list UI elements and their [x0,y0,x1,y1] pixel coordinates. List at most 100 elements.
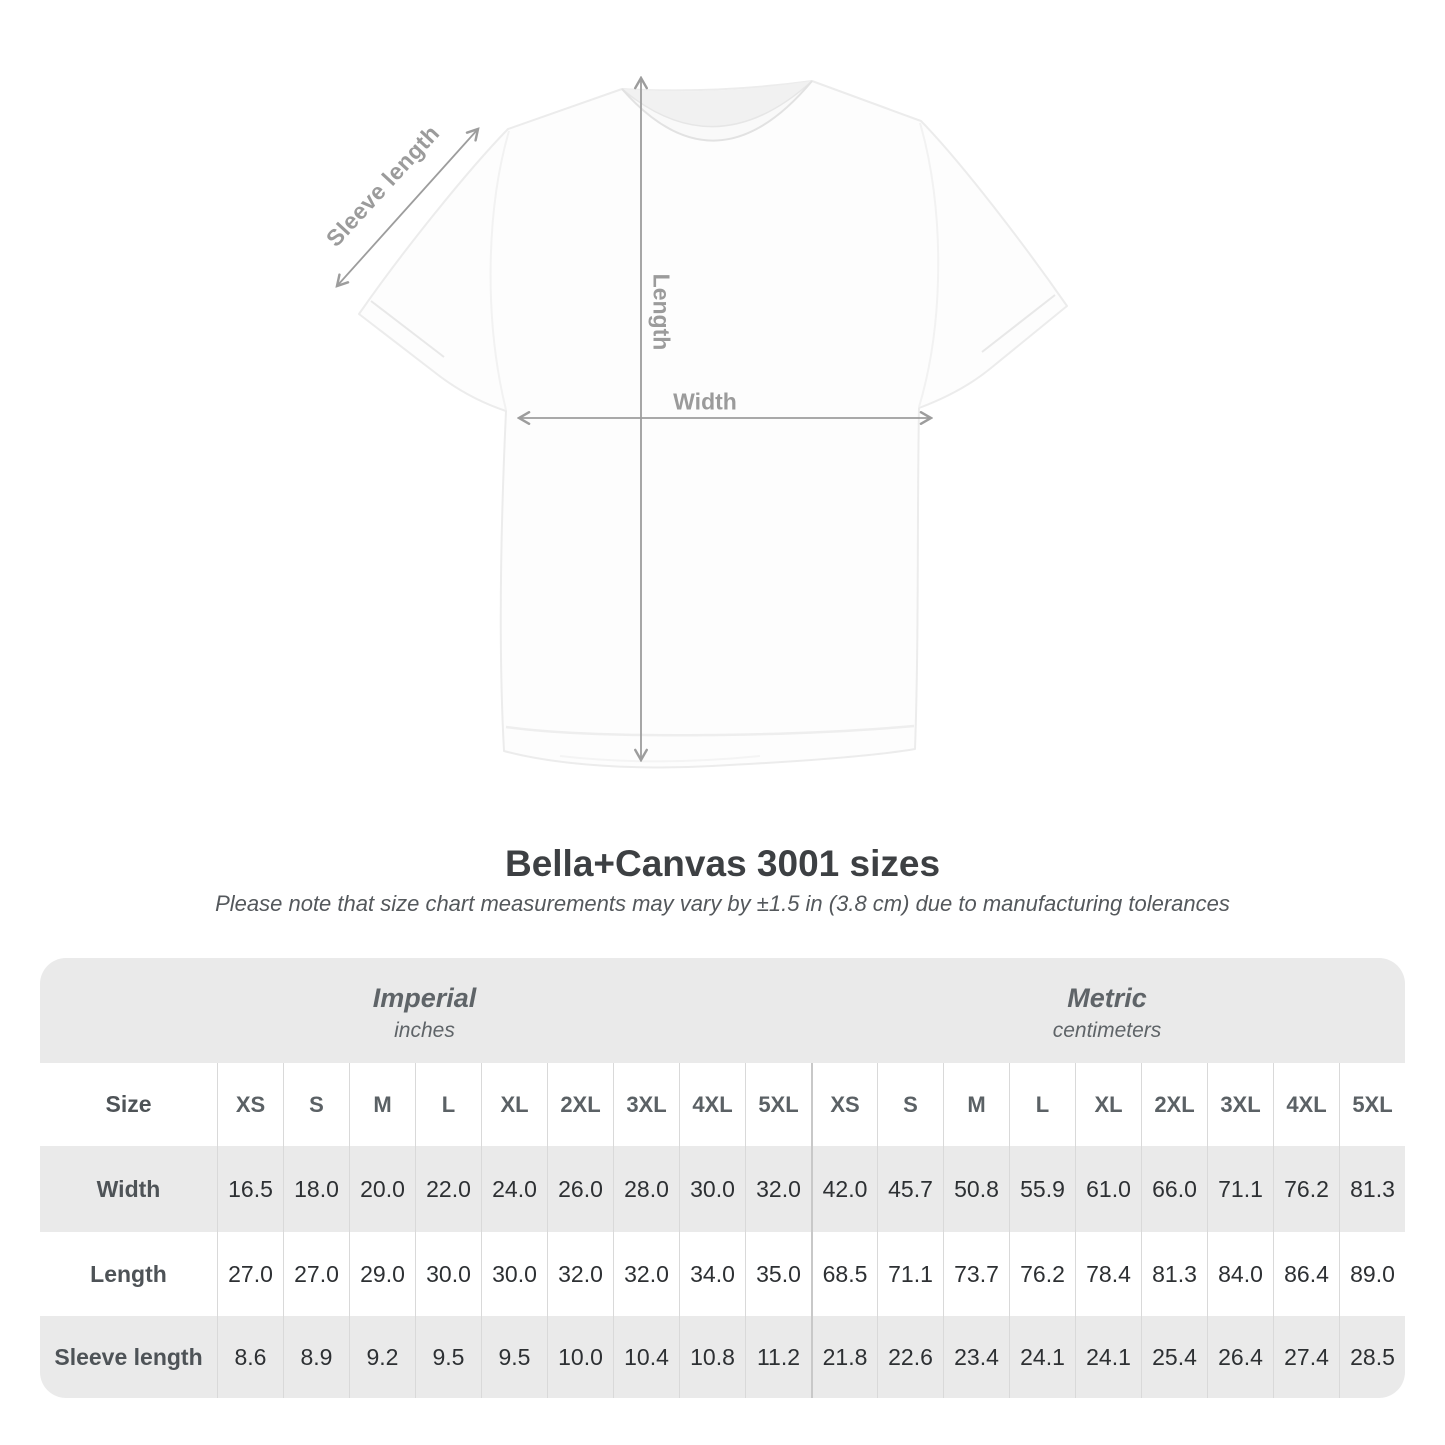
tshirt-hem-stitch [505,724,915,737]
value-cell: 34.0 [679,1232,745,1316]
tshirt-collar-interior [622,81,812,127]
width-label: Width [673,388,737,415]
tshirt-armhole-seam-left [489,130,510,411]
value-cell: 73.7 [943,1232,1009,1316]
tshirt-image [0,0,1068,769]
tshirt-body [358,80,1068,769]
value-cell: 71.1 [877,1232,943,1316]
value-cell: 55.9 [1009,1146,1075,1232]
length-label: Length [648,273,675,351]
value-cell: 29.0 [349,1232,415,1316]
value-cell: 10.8 [679,1316,745,1398]
value-cell: 45.7 [877,1146,943,1232]
value-cell: 89.0 [1339,1232,1405,1316]
value-cell: 10.0 [547,1316,613,1398]
value-cell: 68.5 [811,1232,877,1316]
value-cell: 9.5 [481,1316,547,1398]
value-cell: 8.6 [217,1316,283,1398]
value-cell: 21.8 [811,1316,877,1398]
size-corner-label: Size [105,1091,152,1117]
imperial-label: Imperial [372,982,477,1013]
value-cell: 27.4 [1273,1316,1339,1398]
page-title: Bella+Canvas 3001 sizes [504,843,941,884]
size-col-header-metric-4xl: 4XL [1273,1063,1339,1146]
size-table: Imperial inches Metric centimeters Size X… [40,958,1405,1398]
value-cell: 24.1 [1009,1316,1075,1398]
imperial-unit: inches [394,1018,455,1042]
table-row-sleeve-length: Sleeve length 8.6 8.9 9.2 9.5 9.5 10.0 10.4 10.8… [40,1316,1405,1398]
imperial-section-header: Imperial inches [40,958,809,1063]
size-table-grid: Size XS S M L XL 2XL 3XL 4XL 5XL XS S M L XL 2XL 3XL 4XL 5… [40,1063,1405,1398]
value-cell: 81.3 [1339,1146,1405,1232]
size-col-header-metric-xs: XS [811,1063,877,1146]
value-cell: 22.6 [877,1316,943,1398]
size-col-header-metric-2xl: 2XL [1141,1063,1207,1146]
row-label: Length [90,1260,167,1287]
value-cell: 11.2 [745,1316,811,1398]
value-cell: 42.0 [811,1146,877,1232]
value-cell: 32.0 [745,1146,811,1232]
value-cell: 28.5 [1339,1316,1405,1398]
value-cell: 81.3 [1141,1232,1207,1316]
size-col-header-imperial-m: M [349,1063,415,1146]
tshirt-collar-band [622,81,812,141]
value-cell: 24.0 [481,1146,547,1232]
value-cell: 27.0 [283,1232,349,1316]
row-label: Sleeve length [54,1343,203,1370]
sleeve-length-arrow [337,129,478,286]
tshirt-cuff-fold-right [981,294,1056,353]
size-col-header-metric-l: L [1009,1063,1075,1146]
value-cell: 20.0 [349,1146,415,1232]
value-cell: 24.1 [1075,1316,1141,1398]
value-cell: 30.0 [415,1232,481,1316]
size-col-header-imperial-xl: XL [481,1063,547,1146]
value-cell: 32.0 [613,1232,679,1316]
value-cell: 71.1 [1207,1146,1273,1232]
metric-unit: centimeters [1052,1018,1162,1042]
tshirt-cuff-fold-left [370,300,445,358]
value-cell: 9.2 [349,1316,415,1398]
value-cell: 8.9 [283,1316,349,1398]
value-cell: 76.2 [1273,1146,1339,1232]
value-cell: 23.4 [943,1316,1009,1398]
size-col-header-metric-m: M [943,1063,1009,1146]
size-col-header-imperial-3xl: 3XL [613,1063,679,1146]
size-header-row: Size XS S M L XL 2XL 3XL 4XL 5XL XS S M L XL 2XL 3XL 4XL 5… [40,1063,1405,1146]
tshirt-hem-wrinkle [559,755,761,763]
value-cell: 78.4 [1075,1232,1141,1316]
tshirt-armhole-seam-right [918,122,940,408]
size-col-header-imperial-l: L [415,1063,481,1146]
size-col-header-imperial-5xl: 5XL [745,1063,811,1146]
size-col-header-metric-xl: XL [1075,1063,1141,1146]
value-cell: 16.5 [217,1146,283,1232]
value-cell: 84.0 [1207,1232,1273,1316]
value-cell: 18.0 [283,1146,349,1232]
value-cell: 76.2 [1009,1232,1075,1316]
value-cell: 26.0 [547,1146,613,1232]
value-cell: 61.0 [1075,1146,1141,1232]
value-cell: 22.0 [415,1146,481,1232]
value-cell: 30.0 [481,1232,547,1316]
value-cell: 10.4 [613,1316,679,1398]
table-row-length: Length 27.0 27.0 29.0 30.0 30.0 32.0 32.0 34.0 35… [40,1232,1405,1316]
size-col-header-imperial-2xl: 2XL [547,1063,613,1146]
value-cell: 35.0 [745,1232,811,1316]
value-cell: 28.0 [613,1146,679,1232]
size-table-header: Imperial inches Metric centimeters [40,958,1405,1063]
value-cell: 27.0 [217,1232,283,1316]
value-cell: 25.4 [1141,1316,1207,1398]
value-cell: 26.4 [1207,1316,1273,1398]
size-col-header-metric-5xl: 5XL [1339,1063,1405,1146]
page-subtitle: Please note that size chart measurements… [215,891,1230,916]
value-cell: 50.8 [943,1146,1009,1232]
size-col-header-imperial-xs: XS [217,1063,283,1146]
size-col-header-metric-3xl: 3XL [1207,1063,1273,1146]
metric-label: Metric [1067,982,1147,1013]
tshirt-measurement-diagram: Sleeve length Length Width [0,0,1068,769]
value-cell: 32.0 [547,1232,613,1316]
table-row-width: Width 16.5 18.0 20.0 22.0 24.0 26.0 28.0 30.0 32.… [40,1146,1405,1232]
metric-section-header: Metric centimeters [809,958,1405,1063]
value-cell: 30.0 [679,1146,745,1232]
row-label: Width [96,1175,161,1202]
